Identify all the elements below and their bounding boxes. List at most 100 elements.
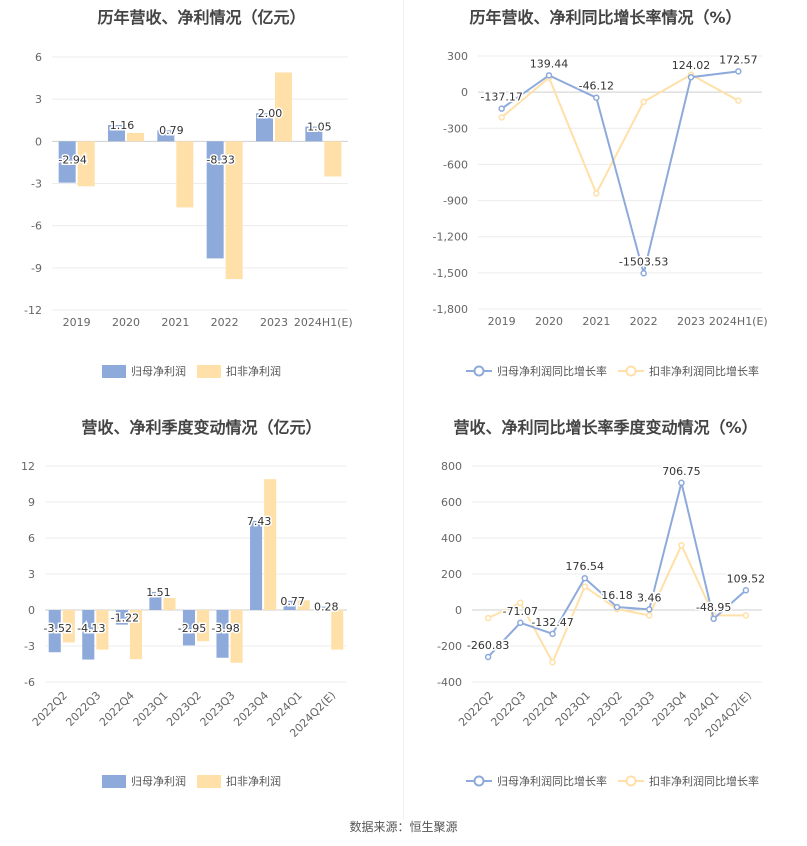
series-point [593,190,600,197]
bar-deducted-profit [129,610,142,660]
legend-label: 扣非净利润同比增长率 [649,364,759,378]
series-line-parent-growth [487,482,747,658]
x-tick-label: 2022Q4 [97,689,137,729]
x-tick-label: 2021 [161,316,189,329]
y-tick-label: -1,500 [433,267,468,280]
data-label: 2.00 [258,107,283,120]
y-tick-label: -3 [31,178,42,191]
data-label: -48.95 [696,601,731,614]
data-label: -2.94 [58,153,86,166]
data-label: 124.02 [672,59,711,72]
data-label: -8.33 [206,153,234,166]
y-tick-label: 0 [461,86,468,99]
series-point [517,599,524,607]
y-tick-label: 0 [35,135,42,148]
y-tick-label: 6 [35,51,42,64]
y-tick-label: 3 [28,568,35,581]
bar-deducted-profit [324,141,342,177]
data-label: -260.83 [467,639,509,652]
bar-deducted-profit [331,610,344,650]
bar-parent-profit [283,600,296,610]
bar-parent-profit [305,126,323,142]
x-tick-label: 2024H1(E) [709,315,768,328]
series-point [484,614,492,622]
legend-label: 扣非净利润 [226,774,281,788]
y-tick-label: -200 [437,640,462,653]
y-tick-label: -600 [443,158,468,171]
y-tick-label: 0 [28,604,35,617]
series-point [613,603,621,611]
data-label: 706.75 [662,465,701,478]
y-tick-label: 200 [441,568,462,581]
bar-parent-profit [206,141,224,259]
legend-label: 扣非净利润 [226,364,281,378]
chart-title: 历年营收、净利情况（亿元） [97,8,306,27]
bar-parent-profit [48,610,61,653]
y-tick-label: -900 [443,195,468,208]
y-tick-label: 300 [447,50,468,63]
x-tick-label: 2023Q3 [198,689,238,729]
bar-parent-profit [108,125,125,142]
data-label: 1.51 [146,586,171,599]
data-label: 109.52 [727,572,766,585]
bar-deducted-profit [163,598,176,610]
chart-title: 历年营收、净利同比增长率情况（%） [469,8,742,27]
y-tick-label: 6 [28,532,35,545]
bar-parent-profit [58,141,76,183]
x-tick-label: 2020 [112,316,140,329]
bar-deducted-profit [62,610,75,643]
series-point [735,68,742,75]
bar-deducted-profit [197,610,210,642]
series-point [581,583,589,590]
legend-label: 归母净利润 [131,774,186,788]
bar-parent-profit [216,610,229,658]
series-point [517,619,524,627]
series-point [687,73,695,81]
y-tick-label: 0 [455,604,462,617]
data-label: 139.44 [530,57,569,70]
data-label: 7.43 [247,515,272,528]
data-label: 172.57 [719,53,758,66]
data-label: -2.95 [178,622,206,635]
bar-deducted-profit [275,72,292,142]
y-tick-label: -6 [24,676,35,689]
y-tick-label: 12 [21,460,35,473]
x-tick-label: 2022Q2 [30,689,70,729]
data-label: 1.16 [110,119,135,132]
x-tick-label: 2023Q2 [164,689,204,729]
bar-deducted-profit [77,141,95,187]
x-tick-label: 2024H1(E) [294,316,353,329]
data-label: -71.07 [503,605,538,618]
bar-deducted-profit [264,479,277,610]
y-tick-label: 9 [28,496,35,509]
x-tick-label: 2023 [677,315,705,328]
data-label: 16.18 [601,589,633,602]
bar-parent-profit [256,113,273,142]
x-tick-label: 2019 [63,316,91,329]
bar-deducted-profit [127,132,144,142]
data-label: 0.79 [159,124,184,137]
chart-panel-annual-profit: 历年营收、净利情况（亿元） 6 3 0 -3 -6 -9 -12 2019 2020 2021 20… [0,0,403,405]
series-point [498,105,505,112]
series-point [549,630,556,638]
y-tick-label: 800 [441,460,462,473]
bar-deducted-profit [176,141,194,208]
series-point [645,606,653,613]
x-tick-label: 2020 [535,315,563,328]
data-label: -3.98 [211,622,239,635]
data-label: -132.47 [531,616,573,629]
legend-marker [625,365,637,377]
x-tick-label: 2023Q1 [131,689,171,729]
data-source: 数据来源：恒生聚源 [349,820,458,834]
bar-parent-profit [157,130,175,142]
bar-parent-profit [182,610,195,646]
series-point [678,479,685,487]
series-point [640,98,647,106]
series-line-deducted-growth [501,73,739,196]
y-tick-label: -3 [24,640,35,653]
data-label: -1503.53 [619,255,668,268]
data-label: -4.13 [77,622,105,635]
bar-parent-profit [82,610,95,660]
data-label: 176.54 [566,560,605,573]
panel-divider [403,0,404,820]
